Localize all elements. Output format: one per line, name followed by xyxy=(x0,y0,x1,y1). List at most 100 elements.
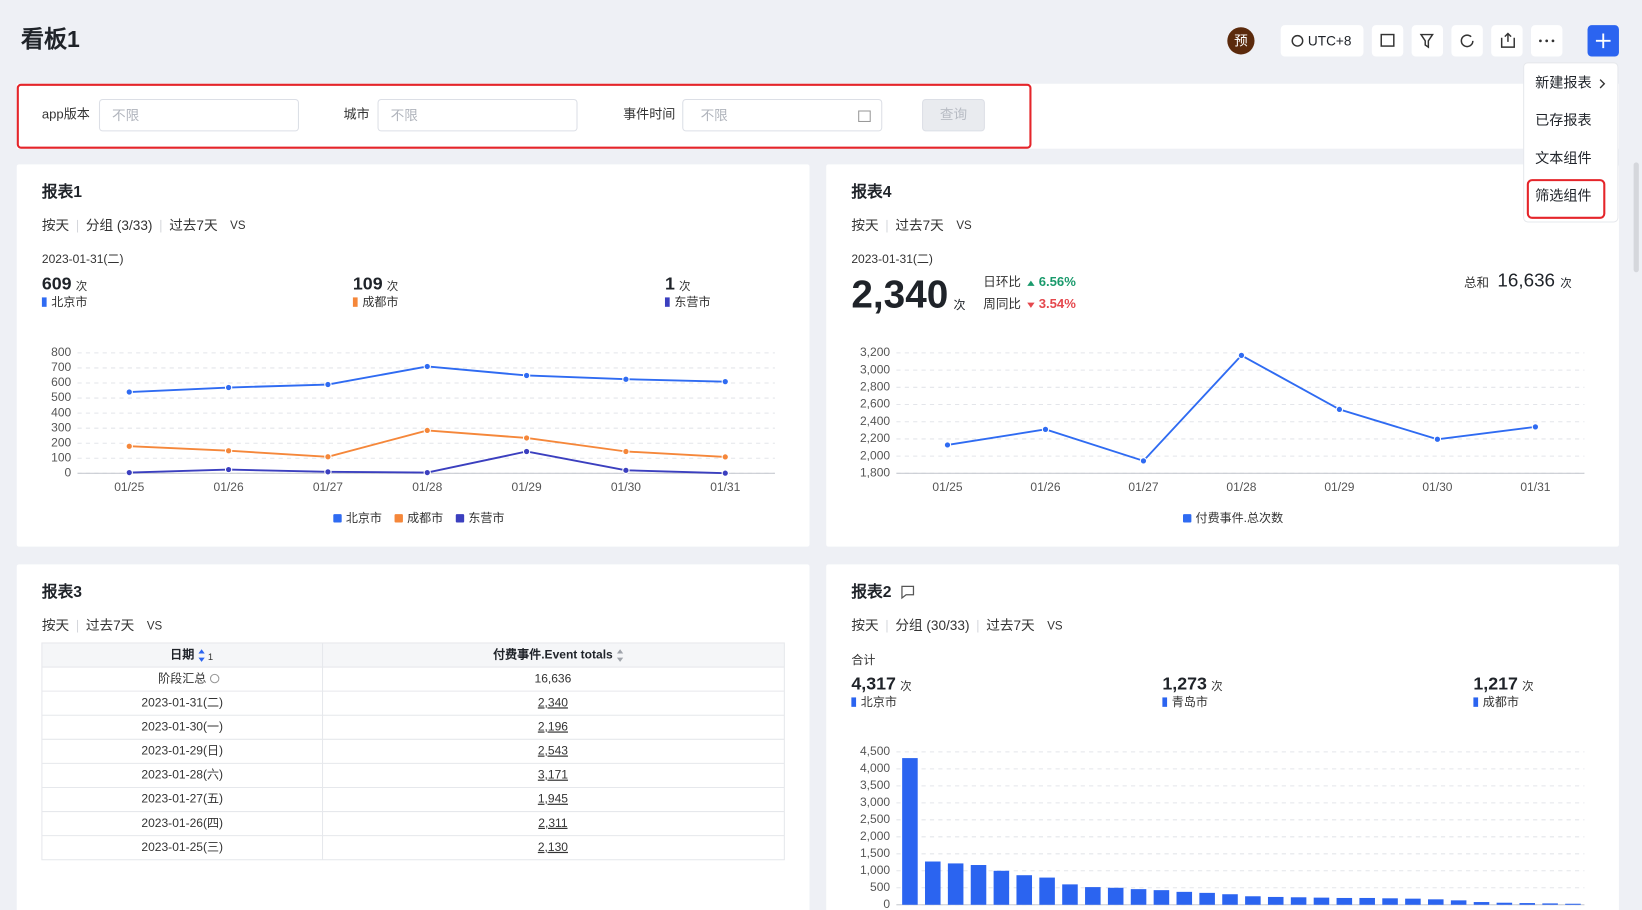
y-tick-label: 600 xyxy=(51,375,71,389)
data-point xyxy=(125,388,133,396)
data-point xyxy=(324,468,332,476)
kpi-swatch xyxy=(352,297,358,307)
main-value: 2,340 xyxy=(851,274,948,317)
table-cell: 阶段汇总 xyxy=(158,670,206,685)
card-background xyxy=(16,164,810,547)
data-point xyxy=(721,469,729,477)
filter-input[interactable] xyxy=(377,98,578,132)
y-tick-label: 2,000 xyxy=(860,448,890,462)
share-button[interactable] xyxy=(1491,25,1523,57)
column-header: 日期 xyxy=(170,647,194,662)
y-tick-label: 100 xyxy=(51,450,71,464)
kpi-swatch xyxy=(1473,697,1479,707)
data-point xyxy=(622,466,630,474)
calendar-button[interactable] xyxy=(1371,25,1404,57)
y-tick-label: 2,400 xyxy=(860,414,890,428)
bar xyxy=(1542,903,1558,905)
query-button-text: 查询 xyxy=(940,107,967,122)
data-point xyxy=(423,468,431,477)
avatar[interactable] xyxy=(1227,27,1255,55)
data-point xyxy=(324,453,332,461)
legend-label: 付费事件.总次数 xyxy=(1196,510,1284,525)
sort-icon xyxy=(616,649,624,662)
query-button[interactable] xyxy=(922,98,985,132)
tag: 按天 xyxy=(42,218,70,233)
kpi-swatch xyxy=(1162,697,1168,707)
refresh-button[interactable] xyxy=(1451,25,1483,57)
kpi-name: 北京市 xyxy=(51,294,87,309)
data-point xyxy=(622,447,630,456)
tag: 过去7天 xyxy=(86,618,135,633)
kpi-value: 109 xyxy=(353,274,383,294)
trend-arrow xyxy=(1027,280,1035,286)
filter-input[interactable] xyxy=(98,98,299,132)
kpi-swatch xyxy=(41,297,47,307)
table-cell: 2023-01-27(五) xyxy=(141,792,223,806)
x-tick-label: 01/29 xyxy=(512,480,542,494)
tag: 过去7天 xyxy=(895,218,944,233)
timezone-button[interactable] xyxy=(1280,25,1364,57)
card-title: 报表2 xyxy=(851,582,891,601)
bar xyxy=(1085,887,1101,905)
calendar-icon xyxy=(1380,33,1395,47)
x-tick-label: 01/25 xyxy=(114,480,144,494)
x-tick-label: 01/30 xyxy=(611,480,641,494)
tag: 过去7天 xyxy=(986,618,1035,633)
bar xyxy=(1405,898,1421,905)
tag: 按天 xyxy=(851,618,879,633)
total-value: 16,636 xyxy=(1497,270,1555,291)
table-cell: 1,945 xyxy=(538,792,568,806)
avatar-text: 预 xyxy=(1234,33,1248,48)
x-tick-label: 01/26 xyxy=(214,480,244,494)
y-tick-label: 800 xyxy=(51,345,71,359)
submenu-chevron xyxy=(1599,79,1606,89)
x-tick-label: 01/27 xyxy=(313,480,343,494)
sort-icon xyxy=(198,649,205,662)
main-unit: 次 xyxy=(954,298,966,312)
date-label: 2023-01-31(二) xyxy=(851,252,933,266)
y-tick-label: 1,800 xyxy=(860,466,890,480)
table-cell: 2023-01-26(四) xyxy=(141,816,223,830)
bar xyxy=(947,863,964,905)
y-tick-label: 500 xyxy=(51,390,71,404)
filter-placeholder: 不限 xyxy=(112,108,140,123)
total-label: 合计 xyxy=(851,652,875,667)
kpi-value: 1,217 xyxy=(1473,674,1518,694)
legend-label: 成都市 xyxy=(407,510,443,525)
kpi-unit: 次 xyxy=(387,279,399,293)
x-tick-label: 01/28 xyxy=(1226,480,1256,494)
legend-swatch xyxy=(394,514,403,523)
report-card: 报表3 按天 过去7天 VS 日期 1 付费事件.Event totals 阶段汇总 16,63… xyxy=(16,564,810,910)
highlight-box xyxy=(16,83,1032,149)
filter-input[interactable] xyxy=(682,98,883,132)
tag: 按天 xyxy=(42,618,70,633)
y-tick-label: 1,500 xyxy=(860,846,890,860)
bar xyxy=(1496,902,1513,905)
y-tick-label: 4,000 xyxy=(860,761,890,775)
bar xyxy=(1107,887,1124,905)
x-tick-label: 01/30 xyxy=(1422,480,1452,494)
y-tick-label: 2,200 xyxy=(860,431,890,445)
bar xyxy=(1336,897,1353,905)
legend-label: 东营市 xyxy=(468,510,504,525)
compare-label: 周同比 xyxy=(983,297,1021,311)
y-tick-label: 1,000 xyxy=(860,863,890,877)
filter-button[interactable] xyxy=(1411,25,1444,57)
x-tick-label: 01/26 xyxy=(1030,480,1060,494)
y-tick-label: 4,500 xyxy=(860,744,890,758)
data-point xyxy=(1433,435,1442,443)
comment-icon xyxy=(901,585,915,600)
scrollbar xyxy=(1633,162,1639,273)
card-background xyxy=(826,164,1619,547)
data-point xyxy=(125,442,133,450)
bar xyxy=(1519,903,1536,905)
table-header xyxy=(41,642,785,668)
y-tick-label: 2,000 xyxy=(860,829,890,843)
data-point xyxy=(125,468,133,477)
data-point xyxy=(224,447,233,455)
table-cell: 2023-01-29(日) xyxy=(141,744,223,758)
data-point xyxy=(522,447,531,456)
kpi-unit: 次 xyxy=(1211,679,1223,693)
